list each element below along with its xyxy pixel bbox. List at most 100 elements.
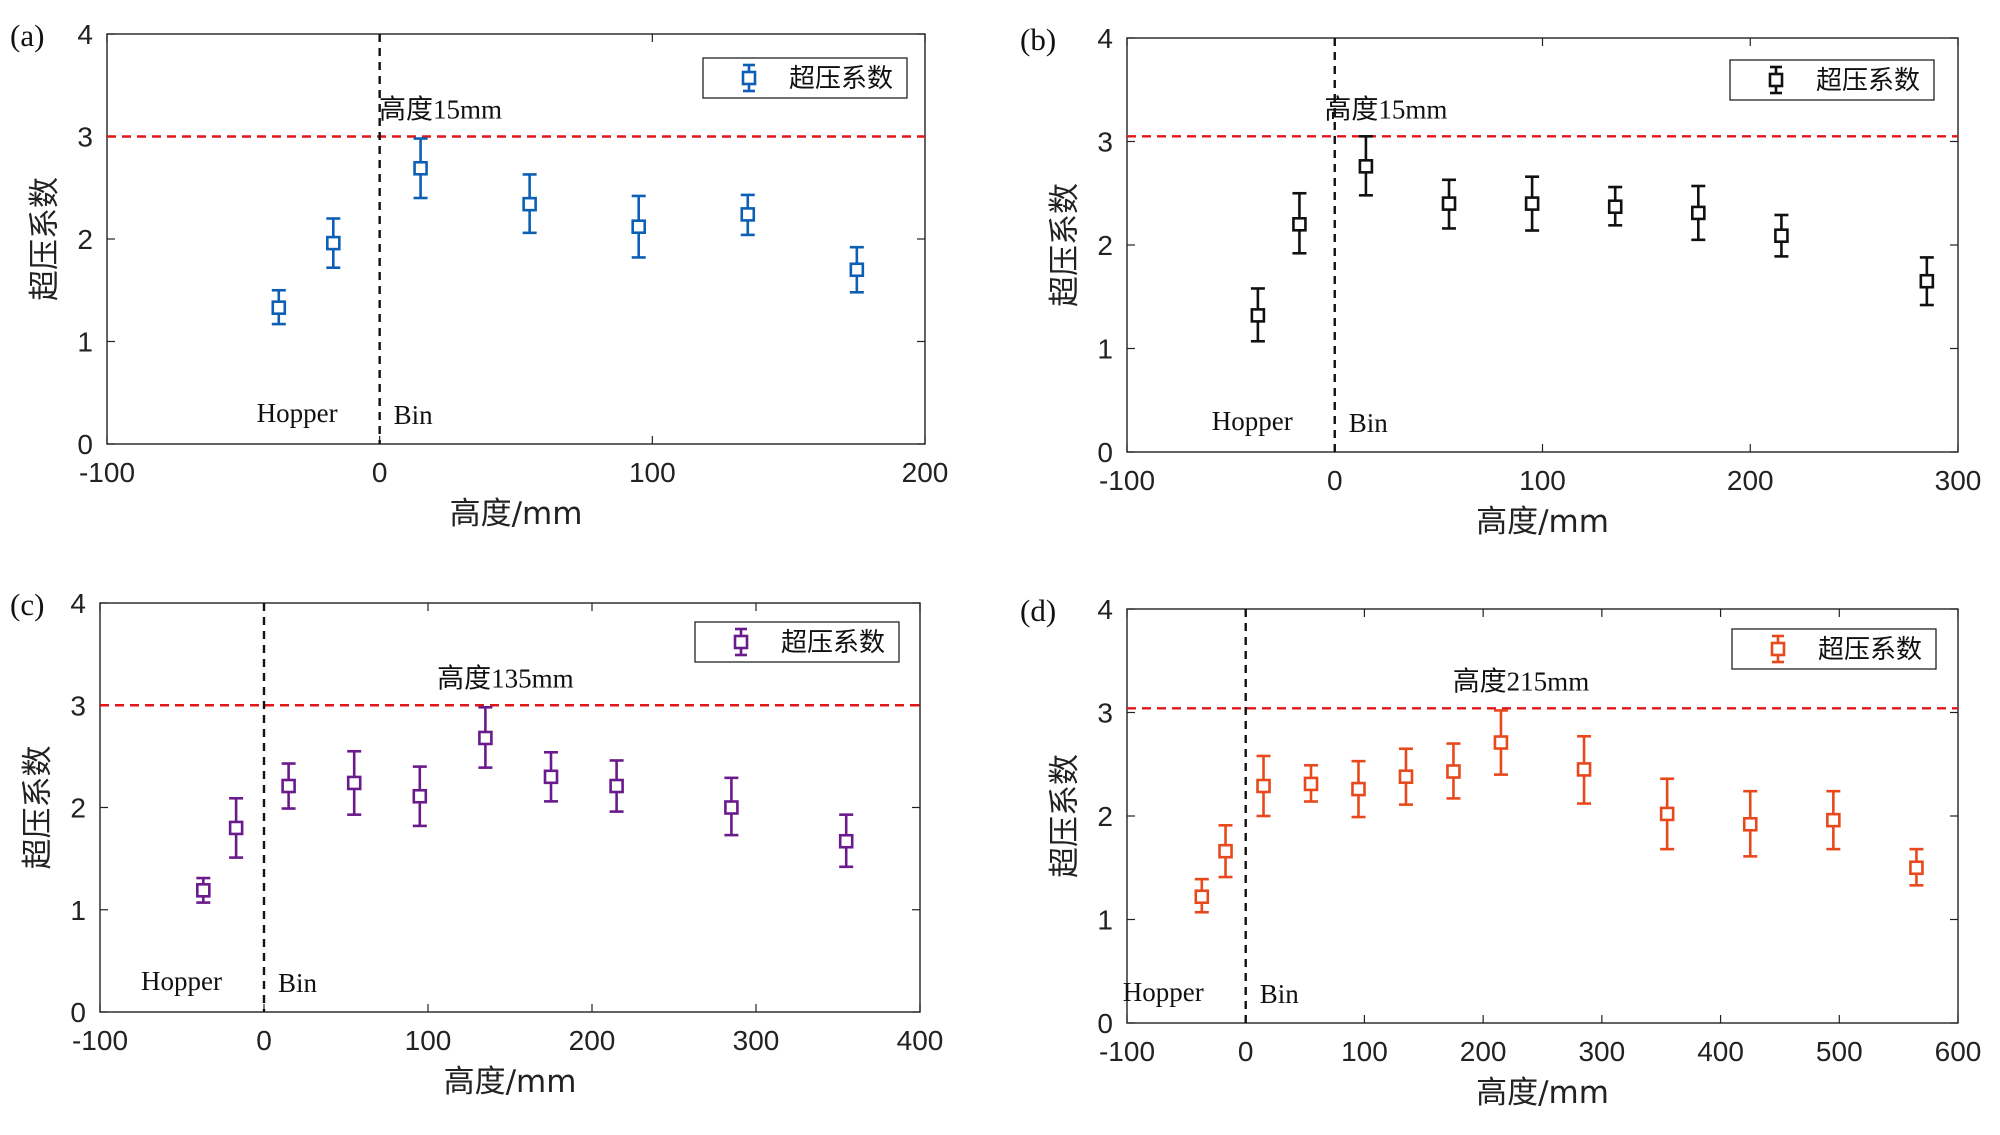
data-point xyxy=(1398,747,1414,806)
x-tick-label: 200 xyxy=(1727,465,1774,496)
hopper-label: Hopper xyxy=(1212,406,1293,436)
legend-text: 超压系数 xyxy=(781,628,885,658)
x-tick-label: 0 xyxy=(372,457,388,488)
square-marker xyxy=(1398,769,1414,784)
square-marker xyxy=(196,883,211,898)
bin-label: Bin xyxy=(1260,979,1300,1009)
data-point xyxy=(1607,185,1623,227)
square-marker xyxy=(609,778,624,794)
data-point xyxy=(228,796,244,859)
data-point xyxy=(1909,847,1924,887)
data-point xyxy=(412,765,428,828)
legend-text: 超压系数 xyxy=(1816,66,1920,96)
square-marker xyxy=(1351,781,1366,797)
square-marker xyxy=(281,778,296,794)
y-tick-label: 4 xyxy=(1097,23,1113,54)
data-point xyxy=(1826,789,1841,851)
y-tick-label: 0 xyxy=(70,997,86,1028)
bin-label: Bin xyxy=(278,968,318,998)
chart-panel-b: -100 0 100 200 300 0 1 2 3 4 高度/mm 超压系数 (b) Hopper Bin… xyxy=(1010,0,2000,560)
data-point xyxy=(849,245,865,294)
square-marker xyxy=(724,800,739,815)
legend-box xyxy=(1729,59,1935,101)
data-point xyxy=(1742,789,1758,858)
data-point xyxy=(281,762,296,810)
data-point xyxy=(271,288,287,326)
hopper-label: Hopper xyxy=(141,966,222,996)
panel-label: (b) xyxy=(1020,22,1056,57)
square-marker xyxy=(1774,228,1789,243)
square-marker xyxy=(412,788,428,804)
data-point xyxy=(1358,135,1374,197)
y-tick-label: 2 xyxy=(77,224,93,255)
x-tick-label: 0 xyxy=(256,1025,272,1056)
square-marker xyxy=(1691,205,1706,221)
square-marker xyxy=(1493,735,1509,750)
y-tick-label: 0 xyxy=(77,429,93,460)
data-point xyxy=(346,749,362,816)
legend: 超压系数 xyxy=(702,57,908,99)
x-tick-label: 0 xyxy=(1238,1036,1254,1067)
x-tick-label: 0 xyxy=(1327,465,1343,496)
square-marker xyxy=(1250,308,1266,323)
y-tick-label: 3 xyxy=(70,690,86,721)
x-tick-label: 300 xyxy=(1578,1036,1625,1067)
x-tick-label: -100 xyxy=(79,457,135,488)
data-point xyxy=(1576,735,1592,805)
data-point xyxy=(1441,178,1457,230)
y-tick-label: 1 xyxy=(70,895,86,926)
peak-annotation: 高度15mm xyxy=(379,95,502,125)
legend: 超压系数 xyxy=(1729,59,1935,101)
data-point xyxy=(1446,742,1461,800)
legend-box xyxy=(702,57,908,99)
data-point xyxy=(1303,763,1319,803)
y-tick-label: 1 xyxy=(1097,905,1113,936)
x-tick-label: 200 xyxy=(1460,1036,1507,1067)
x-axis-label: 高度/mm xyxy=(450,496,583,532)
square-marker xyxy=(1524,196,1540,211)
data-point xyxy=(326,217,341,270)
x-tick-label: -100 xyxy=(1099,1036,1155,1067)
x-tick-label: 300 xyxy=(1935,465,1982,496)
square-marker xyxy=(543,769,559,785)
square-marker xyxy=(228,820,244,836)
bin-label: Bin xyxy=(394,400,434,430)
data-point xyxy=(196,876,211,904)
data-point xyxy=(1194,877,1210,914)
square-marker xyxy=(1919,273,1935,289)
x-axis-label: 高度/mm xyxy=(1476,1075,1609,1111)
square-marker xyxy=(1194,889,1210,905)
square-marker xyxy=(1607,199,1623,215)
x-tick-label: 100 xyxy=(1519,465,1566,496)
bin-label: Bin xyxy=(1349,408,1389,438)
hopper-label: Hopper xyxy=(1123,977,1204,1007)
square-marker xyxy=(346,775,362,791)
square-marker xyxy=(631,219,647,234)
square-marker xyxy=(838,833,854,849)
legend-text: 超压系数 xyxy=(1818,635,1922,665)
x-tick-label: 600 xyxy=(1935,1036,1982,1067)
square-marker xyxy=(1576,762,1592,777)
y-tick-label: 1 xyxy=(1097,334,1113,365)
x-tick-label: 200 xyxy=(902,457,949,488)
x-tick-label: 500 xyxy=(1816,1036,1863,1067)
panel-label: (c) xyxy=(10,587,44,622)
chart-panel-a: -100 0 100 200 0 1 2 3 4 高度/mm 超压系数 (a) Hopper Bin 高度1… xyxy=(0,0,990,560)
x-tick-label: 100 xyxy=(1341,1036,1388,1067)
chart-svg-c: -100 0 100 200 300 40001234高度/mm超压系数(c)Hopper… xyxy=(10,587,944,1100)
square-marker xyxy=(1659,806,1675,822)
y-tick-label: 2 xyxy=(70,793,86,824)
y-tick-label: 4 xyxy=(1097,594,1113,625)
y-axis-label: 超压系数 xyxy=(27,177,63,301)
data-point xyxy=(1524,175,1540,232)
legend-box xyxy=(1731,628,1937,670)
data-point xyxy=(478,705,493,769)
chart-panel-d: -100 0 100 200 300 400 500 600 0 1 2 3 4 高度/mm 超压系数 (d)… xyxy=(1010,565,2000,1135)
legend-marker xyxy=(1770,641,1786,657)
data-point xyxy=(1691,184,1706,242)
square-marker xyxy=(478,730,493,746)
square-marker xyxy=(849,262,865,278)
x-tick-label: 400 xyxy=(897,1025,944,1056)
square-marker xyxy=(522,196,537,212)
